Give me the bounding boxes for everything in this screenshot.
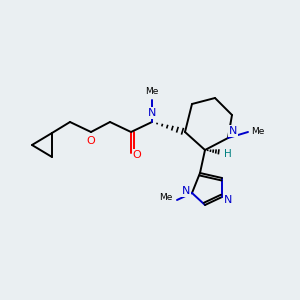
Text: Me: Me xyxy=(251,128,265,136)
Text: Me: Me xyxy=(159,194,173,202)
Text: O: O xyxy=(87,136,95,146)
Text: Me: Me xyxy=(145,88,159,97)
Text: N: N xyxy=(229,126,237,136)
Text: H: H xyxy=(224,149,232,159)
Text: N: N xyxy=(224,195,232,205)
Text: O: O xyxy=(133,150,141,160)
Text: N: N xyxy=(182,186,190,196)
Text: N: N xyxy=(148,108,156,118)
